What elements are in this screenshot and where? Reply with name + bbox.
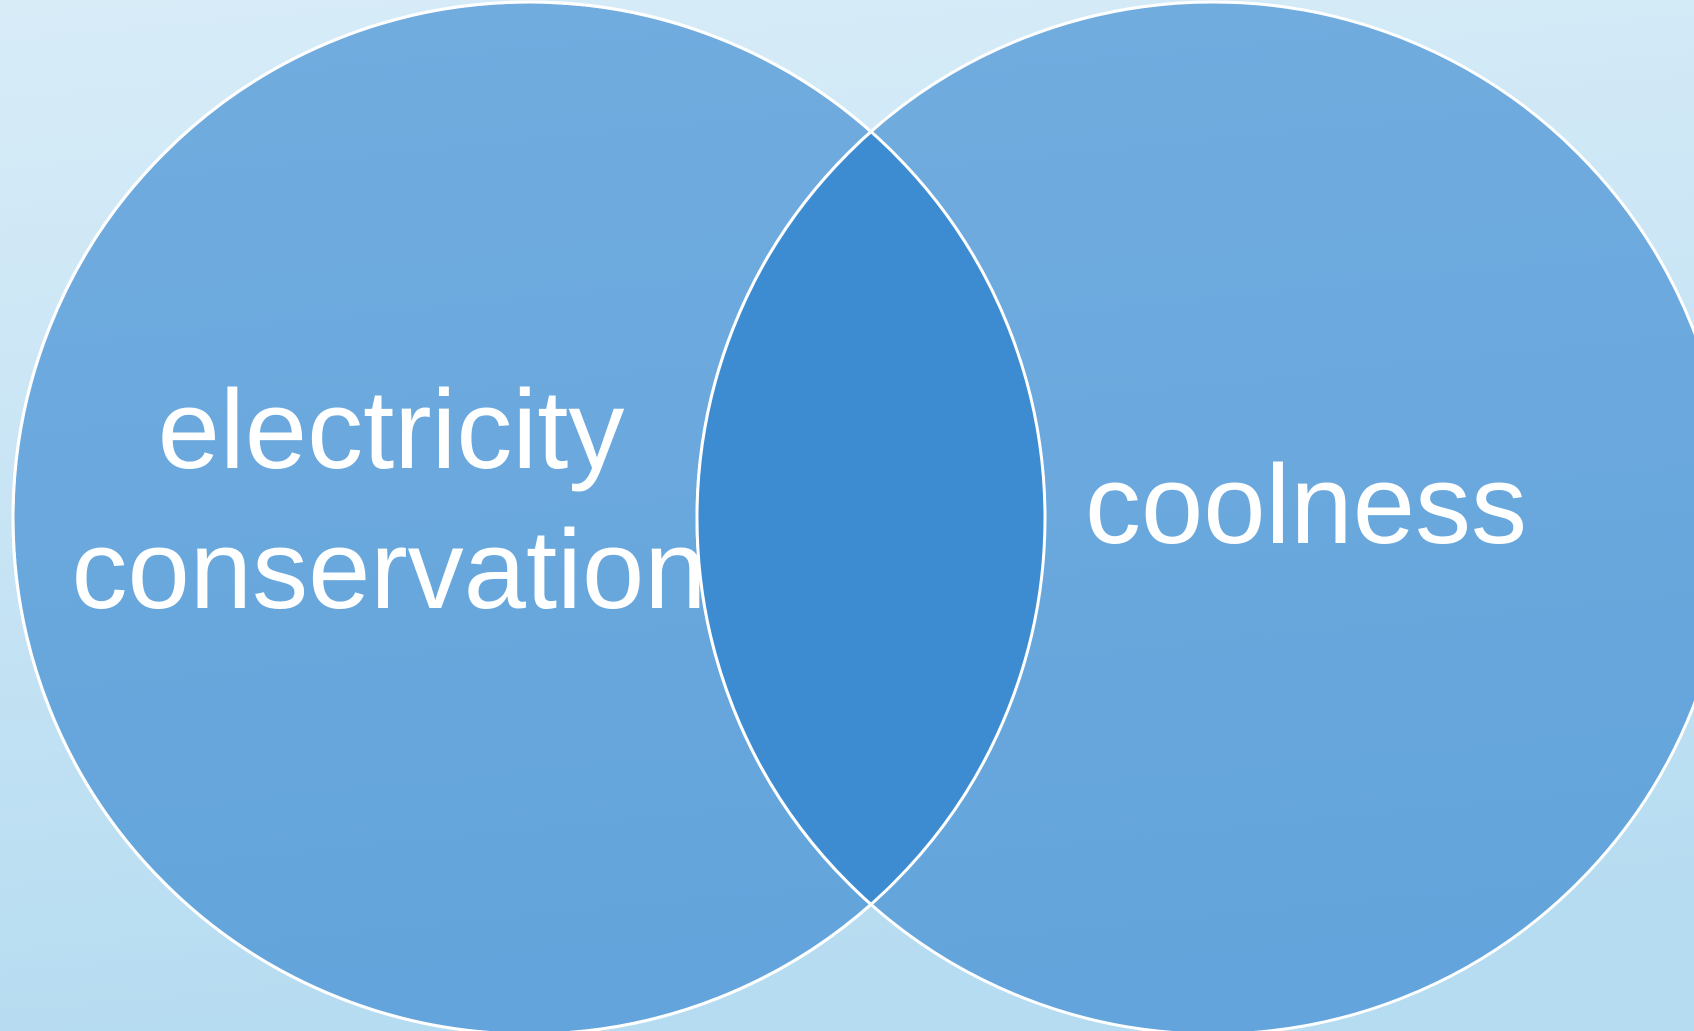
intersection-edge: [695, 2, 1045, 1031]
set-label: electricity: [158, 367, 625, 492]
set-label: coolness: [1085, 442, 1527, 567]
set-label: conservation: [71, 507, 706, 632]
intersection: [697, 2, 1045, 1031]
left-circle-edge: [11, 0, 1047, 1031]
